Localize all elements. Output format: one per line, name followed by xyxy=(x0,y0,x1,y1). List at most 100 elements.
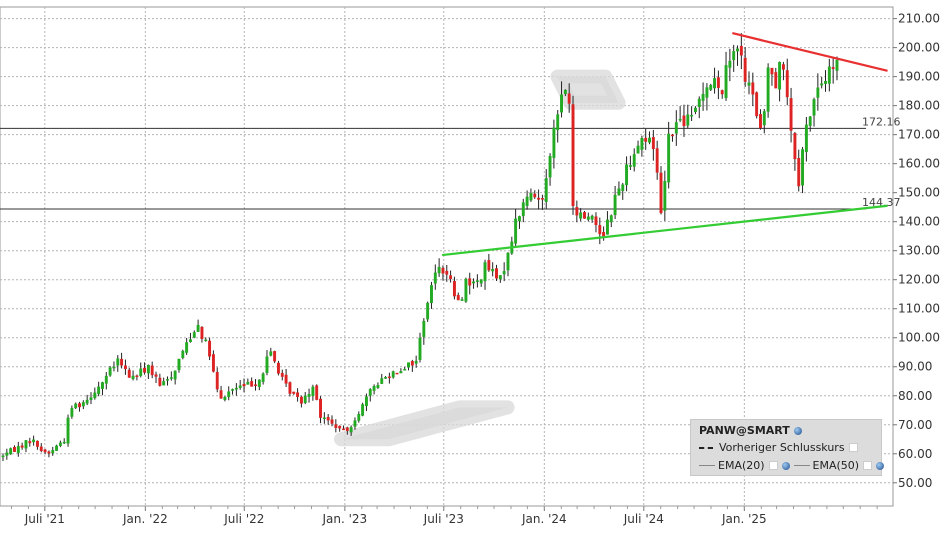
candle-body xyxy=(223,397,227,400)
candle-body xyxy=(62,441,66,444)
candle-body xyxy=(732,51,736,61)
candle-body xyxy=(250,381,254,387)
candle-body xyxy=(785,70,789,98)
candle-body xyxy=(338,425,342,429)
candle-body xyxy=(449,275,453,280)
candle-body xyxy=(55,445,59,451)
candle-body xyxy=(349,427,353,433)
y-tick-label: 120.00 xyxy=(898,273,940,287)
channel-arrow-segment xyxy=(334,400,515,447)
candle-body xyxy=(269,351,273,356)
candle-body xyxy=(357,414,361,421)
candle-body xyxy=(563,89,567,95)
candle-body xyxy=(812,99,816,116)
candle-body xyxy=(154,374,158,377)
ema20-checkbox[interactable] xyxy=(768,461,778,470)
candle-body xyxy=(407,362,410,368)
legend-symbol: PANW@SMART xyxy=(699,424,790,437)
candle-body xyxy=(139,368,143,376)
candle-body xyxy=(242,384,246,387)
y-tick-label: 210.00 xyxy=(898,12,940,26)
candle-body xyxy=(602,232,606,237)
candle-body xyxy=(521,202,525,217)
candle-body xyxy=(789,98,793,131)
candle-body xyxy=(659,172,663,214)
candle-body xyxy=(529,192,533,201)
candle-body xyxy=(479,279,483,284)
candle-body xyxy=(644,137,648,142)
candle-body xyxy=(701,93,705,101)
candle-body xyxy=(655,148,659,173)
candle-body xyxy=(743,57,747,82)
candle-body xyxy=(525,196,529,206)
candle-body xyxy=(200,326,204,339)
candle-body xyxy=(39,446,43,452)
candle-body xyxy=(185,342,189,353)
candle-body xyxy=(177,358,181,371)
candle-body xyxy=(5,452,9,456)
candle-body xyxy=(418,337,422,360)
candle-body xyxy=(66,417,70,444)
candle-body xyxy=(58,442,62,446)
candle-body xyxy=(433,272,437,284)
candle-body xyxy=(319,398,322,418)
candle-body xyxy=(445,270,449,275)
ema50-checkbox[interactable] xyxy=(863,461,873,470)
candle-body xyxy=(667,133,671,183)
candle-body xyxy=(97,386,101,395)
candle-body xyxy=(32,439,36,443)
candle-body xyxy=(380,378,384,384)
y-tick-label: 50.00 xyxy=(898,476,932,490)
candle-body xyxy=(334,424,338,428)
channel-arrow-segment xyxy=(550,69,626,110)
candle-body xyxy=(617,188,621,196)
candle-body xyxy=(93,392,97,399)
candle-body xyxy=(353,420,357,427)
candle-body xyxy=(579,212,583,219)
candle-body xyxy=(307,394,311,397)
y-tick-label: 60.00 xyxy=(898,447,932,461)
candle-body xyxy=(709,84,713,90)
candle-body xyxy=(78,403,81,408)
candle-body xyxy=(227,391,231,398)
candle-body xyxy=(131,375,135,380)
candle-body xyxy=(257,379,261,387)
candle-body xyxy=(238,385,242,388)
candle-body xyxy=(208,340,212,357)
x-tick-label: Jan. '24 xyxy=(521,512,567,526)
y-tick-label: 150.00 xyxy=(898,186,940,200)
candle-body xyxy=(234,387,238,390)
candle-body xyxy=(552,127,556,158)
candle-body xyxy=(797,158,801,187)
candle-body xyxy=(824,80,827,84)
candle-body xyxy=(751,82,755,95)
candle-body xyxy=(192,332,196,338)
ema20-globe-icon[interactable] xyxy=(781,461,790,470)
candle-body xyxy=(835,59,839,71)
x-tick-label: Jan. '25 xyxy=(721,512,767,526)
candle-body xyxy=(166,379,169,381)
y-tick-label: 130.00 xyxy=(898,244,940,258)
candle-body xyxy=(674,122,678,134)
ema50-globe-icon[interactable] xyxy=(876,461,885,470)
candle-body xyxy=(391,371,395,378)
legend-ema50-label: EMA(50) xyxy=(812,459,860,472)
candle-body xyxy=(682,115,686,127)
prev-close-checkbox[interactable] xyxy=(848,443,858,452)
candle-body xyxy=(215,371,219,390)
x-tick-label: Juli '24 xyxy=(623,512,664,526)
candle-body xyxy=(1,455,5,458)
candle-body xyxy=(468,278,472,286)
candle-body xyxy=(265,356,269,373)
dashed-line-icon xyxy=(699,446,713,449)
candle-body xyxy=(548,155,552,178)
candle-body xyxy=(108,367,112,376)
candle-body xyxy=(774,72,778,89)
candle-body xyxy=(35,440,39,447)
trendline xyxy=(442,204,888,257)
candle-body xyxy=(487,260,491,271)
y-tick-label: 100.00 xyxy=(898,331,940,345)
candle-body xyxy=(801,149,805,186)
globe-icon[interactable] xyxy=(793,426,802,435)
candle-body xyxy=(441,267,445,274)
